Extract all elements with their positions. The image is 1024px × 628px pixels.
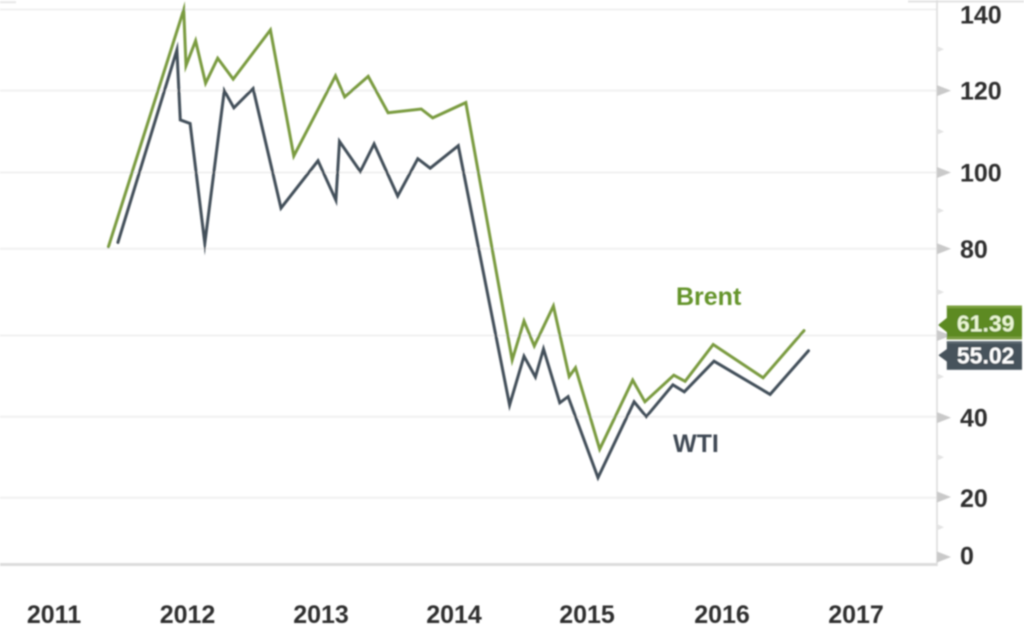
svg-text:0: 0 xyxy=(960,543,974,571)
svg-text:120: 120 xyxy=(960,78,1002,106)
svg-text:100: 100 xyxy=(960,160,1002,188)
svg-text:2016: 2016 xyxy=(694,601,750,628)
svg-text:20: 20 xyxy=(960,485,988,513)
svg-text:40: 40 xyxy=(960,405,988,433)
svg-text:2013: 2013 xyxy=(293,601,349,628)
svg-text:61.39: 61.39 xyxy=(957,311,1015,337)
svg-text:140: 140 xyxy=(960,2,1002,30)
svg-text:55.02: 55.02 xyxy=(957,342,1015,368)
svg-text:2011: 2011 xyxy=(27,601,81,628)
svg-text:2015: 2015 xyxy=(559,601,615,628)
svg-text:Brent: Brent xyxy=(676,283,742,311)
svg-text:80: 80 xyxy=(960,236,988,264)
svg-text:2017: 2017 xyxy=(828,601,884,628)
svg-text:2012: 2012 xyxy=(160,601,216,628)
svg-text:2014: 2014 xyxy=(426,601,482,628)
svg-text:WTI: WTI xyxy=(673,430,719,458)
